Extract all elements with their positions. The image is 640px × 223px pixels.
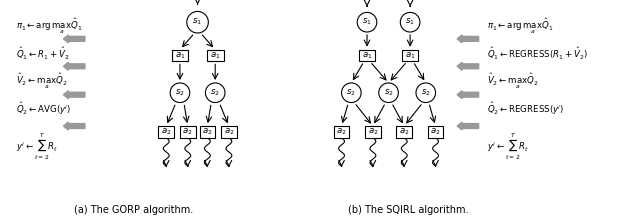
Text: $a_1$: $a_1$ [210, 50, 221, 61]
Text: $\hat{Q}_2 \leftarrow \mathrm{REGRESS}(y^i)$: $\hat{Q}_2 \leftarrow \mathrm{REGRESS}(y… [486, 100, 564, 117]
FancyBboxPatch shape [221, 126, 237, 138]
FancyBboxPatch shape [365, 126, 381, 138]
Text: $s_2$: $s_2$ [175, 87, 185, 98]
Text: $s_1$: $s_1$ [362, 17, 372, 27]
Text: $\pi_1 \leftarrow \arg\max_a \hat{Q}_1$: $\pi_1 \leftarrow \arg\max_a \hat{Q}_1$ [486, 16, 553, 36]
Text: $a_2$: $a_2$ [399, 127, 410, 137]
Text: $y^i \leftarrow \sum_{t=2}^{T} R_t$: $y^i \leftarrow \sum_{t=2}^{T} R_t$ [17, 132, 59, 162]
Text: $a_1$: $a_1$ [405, 50, 415, 61]
Polygon shape [63, 35, 85, 43]
Circle shape [187, 11, 209, 33]
FancyBboxPatch shape [200, 126, 215, 138]
Text: $y^i \leftarrow \sum_{t=2}^{T} R_t$: $y^i \leftarrow \sum_{t=2}^{T} R_t$ [486, 132, 529, 162]
Circle shape [357, 12, 377, 32]
FancyBboxPatch shape [180, 126, 196, 138]
Text: $\hat{Q}_1 \leftarrow R_1 + \hat{V}_2$: $\hat{Q}_1 \leftarrow R_1 + \hat{V}_2$ [17, 45, 70, 62]
Text: $a_2$: $a_2$ [223, 127, 234, 137]
FancyBboxPatch shape [428, 126, 444, 138]
Circle shape [416, 83, 436, 103]
Circle shape [379, 83, 398, 103]
Text: $a_2$: $a_2$ [336, 127, 347, 137]
FancyBboxPatch shape [402, 50, 419, 61]
FancyBboxPatch shape [158, 126, 174, 138]
Polygon shape [457, 62, 479, 70]
Text: $\hat{Q}_2 \leftarrow \mathrm{AVG}(y^i)$: $\hat{Q}_2 \leftarrow \mathrm{AVG}(y^i)$ [17, 100, 72, 117]
FancyBboxPatch shape [333, 126, 349, 138]
Text: $\hat{V}_2 \leftarrow \max_a \hat{Q}_2$: $\hat{V}_2 \leftarrow \max_a \hat{Q}_2$ [17, 71, 68, 91]
Circle shape [400, 12, 420, 32]
Circle shape [342, 83, 361, 103]
Text: $s_2$: $s_2$ [346, 87, 356, 98]
Circle shape [170, 83, 189, 103]
Text: $s_1$: $s_1$ [405, 17, 415, 27]
Text: $\hat{Q}_1 \leftarrow \mathrm{REGRESS}(R_1 + \hat{V}_2)$: $\hat{Q}_1 \leftarrow \mathrm{REGRESS}(R… [486, 45, 588, 62]
Text: (b) The SQIRL algorithm.: (b) The SQIRL algorithm. [348, 205, 468, 215]
Text: $a_2$: $a_2$ [430, 127, 441, 137]
Text: (a) The GORP algorithm.: (a) The GORP algorithm. [74, 205, 193, 215]
Polygon shape [457, 122, 479, 130]
Text: $a_2$: $a_2$ [202, 127, 212, 137]
Text: $s_2$: $s_2$ [211, 87, 220, 98]
FancyBboxPatch shape [172, 50, 188, 61]
Circle shape [205, 83, 225, 103]
Text: $a_2$: $a_2$ [182, 127, 193, 137]
Text: $s_2$: $s_2$ [383, 87, 394, 98]
FancyBboxPatch shape [396, 126, 412, 138]
Text: $a_1$: $a_1$ [362, 50, 372, 61]
Text: $s_2$: $s_2$ [421, 87, 431, 98]
Text: $\hat{V}_2 \leftarrow \max_a \hat{Q}_2$: $\hat{V}_2 \leftarrow \max_a \hat{Q}_2$ [486, 71, 538, 91]
Polygon shape [63, 91, 85, 99]
Polygon shape [457, 91, 479, 99]
Text: $a_2$: $a_2$ [161, 127, 172, 137]
Text: $a_2$: $a_2$ [367, 127, 378, 137]
Text: $s_1$: $s_1$ [193, 17, 203, 27]
Polygon shape [457, 35, 479, 43]
Polygon shape [63, 122, 85, 130]
Text: $\pi_1 \leftarrow \arg\max_a \hat{Q}_1$: $\pi_1 \leftarrow \arg\max_a \hat{Q}_1$ [17, 16, 83, 36]
FancyBboxPatch shape [358, 50, 375, 61]
Polygon shape [63, 62, 85, 70]
Text: $a_1$: $a_1$ [175, 50, 185, 61]
FancyBboxPatch shape [207, 50, 223, 61]
